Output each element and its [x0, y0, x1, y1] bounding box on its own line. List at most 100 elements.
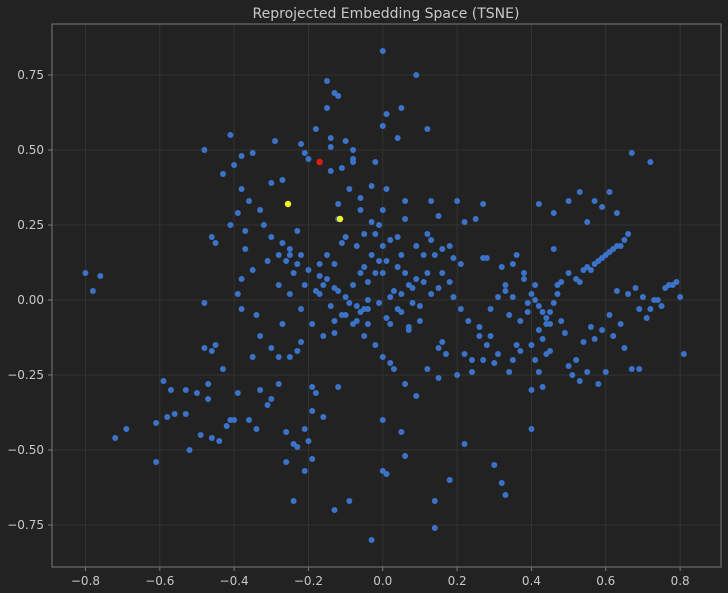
scatter-point — [320, 414, 327, 420]
scatter-point — [357, 207, 364, 213]
scatter-point — [524, 309, 531, 315]
scatter-point — [364, 321, 371, 327]
scatter-point — [379, 417, 386, 423]
scatter-point — [610, 333, 617, 339]
scatter-point — [182, 411, 189, 417]
scatter-point — [431, 498, 438, 504]
scatter-point — [327, 144, 334, 150]
scatter-point — [312, 126, 319, 132]
scatter-point — [309, 321, 316, 327]
scatter-point — [167, 387, 174, 393]
scatter-point — [613, 210, 620, 216]
scatter-point — [495, 294, 501, 300]
scatter-point — [394, 135, 401, 141]
scatter-point — [468, 357, 475, 363]
scatter-point — [495, 351, 501, 357]
scatter-point — [294, 228, 301, 234]
scatter-point — [435, 213, 442, 219]
scatter-point — [312, 288, 319, 294]
scatter-point — [680, 351, 687, 357]
scatter-point — [446, 243, 453, 249]
scatter-point — [587, 324, 594, 330]
scatter-point — [450, 294, 457, 300]
scatter-point — [350, 282, 357, 288]
scatter-point — [279, 177, 286, 183]
scatter-point — [342, 294, 349, 300]
scatter-point — [532, 282, 539, 288]
scatter-point — [201, 300, 208, 306]
scatter-point — [286, 354, 293, 360]
scatter-point — [290, 498, 297, 504]
scatter-point — [383, 258, 390, 264]
scatter-point — [338, 240, 345, 246]
scatter-point — [253, 312, 260, 318]
scatter-point — [331, 318, 338, 324]
scatter-point — [632, 285, 639, 291]
scatter-point — [253, 426, 260, 432]
scatter-point — [654, 297, 661, 303]
scatter-point — [275, 252, 282, 258]
scatter-point — [398, 429, 405, 435]
scatter-point — [591, 336, 598, 342]
scatter-point — [249, 150, 256, 156]
y-tick-label: 0.25 — [17, 218, 44, 232]
scatter-point — [223, 423, 230, 429]
scatter-point — [413, 276, 420, 282]
scatter-point — [324, 105, 331, 111]
grid-layer — [52, 24, 721, 567]
scatter-point — [547, 321, 554, 327]
scatter-point — [357, 270, 364, 276]
scatter-point — [298, 141, 305, 147]
scatter-point — [231, 162, 238, 168]
scatter-point — [316, 273, 323, 279]
scatter-point — [450, 255, 457, 261]
scatter-point — [528, 426, 535, 432]
scatter-point — [272, 138, 278, 144]
scatter-point — [402, 198, 409, 204]
y-tick-label: 0.75 — [17, 68, 44, 82]
scatter-point — [383, 111, 390, 117]
scatter-point — [361, 333, 368, 339]
scatter-point — [238, 276, 245, 282]
scatter-point — [535, 369, 542, 375]
scatter-point — [435, 375, 442, 381]
chart-title: Reprojected Embedding Space (TSNE) — [253, 6, 520, 22]
scatter-point — [587, 267, 594, 273]
scatter-point — [231, 417, 238, 423]
scatter-point — [294, 348, 301, 354]
scatter-point — [428, 198, 435, 204]
scatter-point — [249, 267, 256, 273]
highlight-point-yellow — [284, 200, 292, 208]
scatter-point — [476, 324, 483, 330]
scatter-point — [550, 210, 557, 216]
scatter-point — [480, 201, 487, 207]
scatter-point — [517, 348, 524, 354]
scatter-point — [565, 198, 572, 204]
scatter-point — [182, 387, 189, 393]
scatter-point — [286, 252, 293, 258]
scatter-point — [286, 291, 293, 297]
scatter-point — [487, 306, 494, 312]
scatter-point — [324, 252, 331, 258]
scatter-point — [376, 300, 383, 306]
scatter-point — [606, 189, 613, 195]
scatter-point — [383, 186, 390, 192]
scatter-point — [491, 462, 498, 468]
scatter-point — [383, 315, 390, 321]
scatter-point — [569, 372, 576, 378]
scatter-point — [424, 126, 431, 132]
scatter-point — [480, 357, 487, 363]
x-tick-label: 0.8 — [671, 574, 690, 588]
scatter-point — [387, 294, 394, 300]
scatter-point — [245, 417, 252, 423]
scatter-point — [431, 252, 438, 258]
scatter-point — [554, 291, 561, 297]
scatter-point — [249, 354, 256, 360]
scatter-point — [394, 234, 401, 240]
scatter-point — [599, 327, 606, 333]
scatter-point — [353, 243, 360, 249]
scatter-point — [413, 72, 420, 78]
scatter-point — [390, 288, 397, 294]
scatter-point — [625, 291, 632, 297]
